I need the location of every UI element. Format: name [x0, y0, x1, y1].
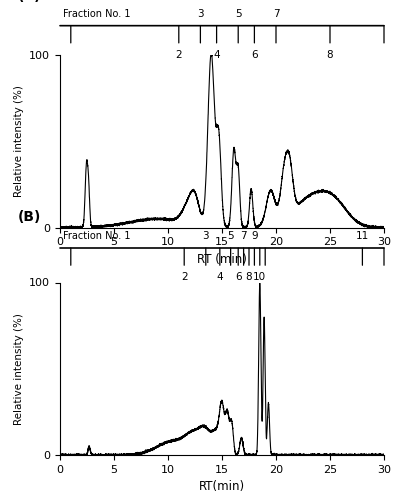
Text: 5: 5	[235, 9, 242, 19]
Text: Fraction No. 1: Fraction No. 1	[63, 231, 131, 241]
Text: 5: 5	[227, 231, 234, 241]
Text: Fraction No. 1: Fraction No. 1	[63, 9, 131, 19]
Text: 7: 7	[240, 231, 247, 241]
Text: 9: 9	[251, 231, 258, 241]
Y-axis label: Relative intensity (%): Relative intensity (%)	[14, 313, 24, 424]
Text: (B): (B)	[18, 210, 41, 224]
Text: (A): (A)	[18, 0, 41, 4]
Text: 2: 2	[181, 272, 188, 282]
Text: 6: 6	[251, 50, 258, 60]
X-axis label: RT (min): RT (min)	[197, 253, 247, 266]
Text: 3: 3	[197, 9, 204, 19]
Text: 4: 4	[213, 50, 220, 60]
Text: 11: 11	[356, 231, 369, 241]
Y-axis label: Relative intensity (%): Relative intensity (%)	[14, 86, 24, 197]
Text: 3: 3	[202, 231, 209, 241]
Text: 8: 8	[246, 272, 252, 282]
Text: 7: 7	[273, 9, 279, 19]
Text: 8: 8	[327, 50, 333, 60]
Text: 2: 2	[176, 50, 182, 60]
X-axis label: RT(min): RT(min)	[199, 480, 245, 494]
Text: 4: 4	[216, 272, 223, 282]
Text: 10: 10	[253, 272, 266, 282]
Text: 6: 6	[235, 272, 242, 282]
